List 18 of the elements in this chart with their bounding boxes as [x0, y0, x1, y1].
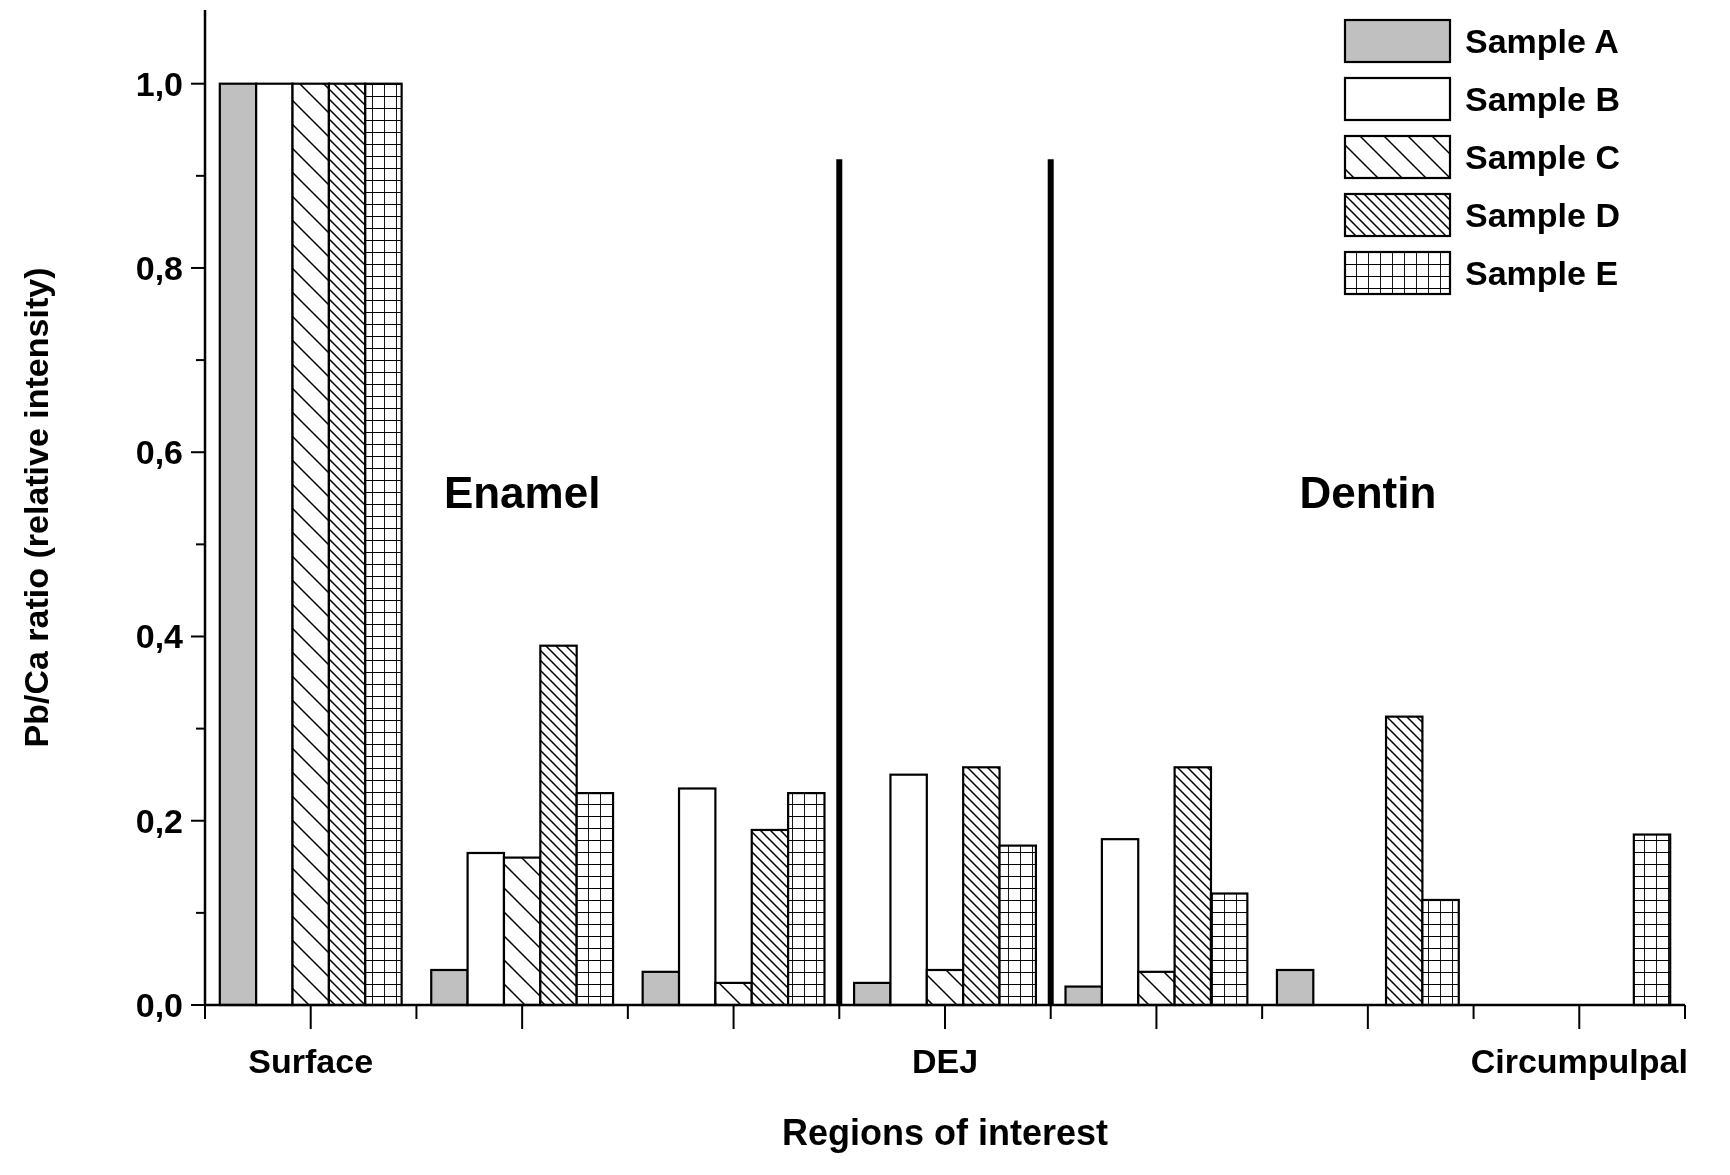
annotation: Enamel — [443, 467, 601, 517]
y-tick-label: 0,4 — [135, 617, 184, 656]
y-axis-title: Pb/Ca ratio (relative intensity) — [17, 267, 55, 748]
legend-label: Sample E — [1465, 253, 1619, 292]
y-tick-label: 1,0 — [135, 64, 183, 103]
x-tick-label: DEJ — [911, 1042, 979, 1080]
legend-label: Sample A — [1465, 21, 1619, 60]
y-tick-label: 0,8 — [135, 248, 183, 287]
x-axis-title: Regions of interest — [781, 1112, 1109, 1153]
legend-label: Sample B — [1465, 79, 1620, 118]
y-tick-label: 0,6 — [135, 433, 183, 472]
legend-label: Sample D — [1465, 195, 1620, 234]
x-tick-label: Surface — [248, 1042, 374, 1080]
legend-label: Sample C — [1465, 137, 1620, 176]
y-tick-label: 0,0 — [135, 985, 183, 1024]
y-tick-label: 0,2 — [135, 801, 183, 840]
x-tick-label: Circumpulpal — [1470, 1042, 1688, 1080]
annotation: Dentin — [1299, 467, 1437, 517]
